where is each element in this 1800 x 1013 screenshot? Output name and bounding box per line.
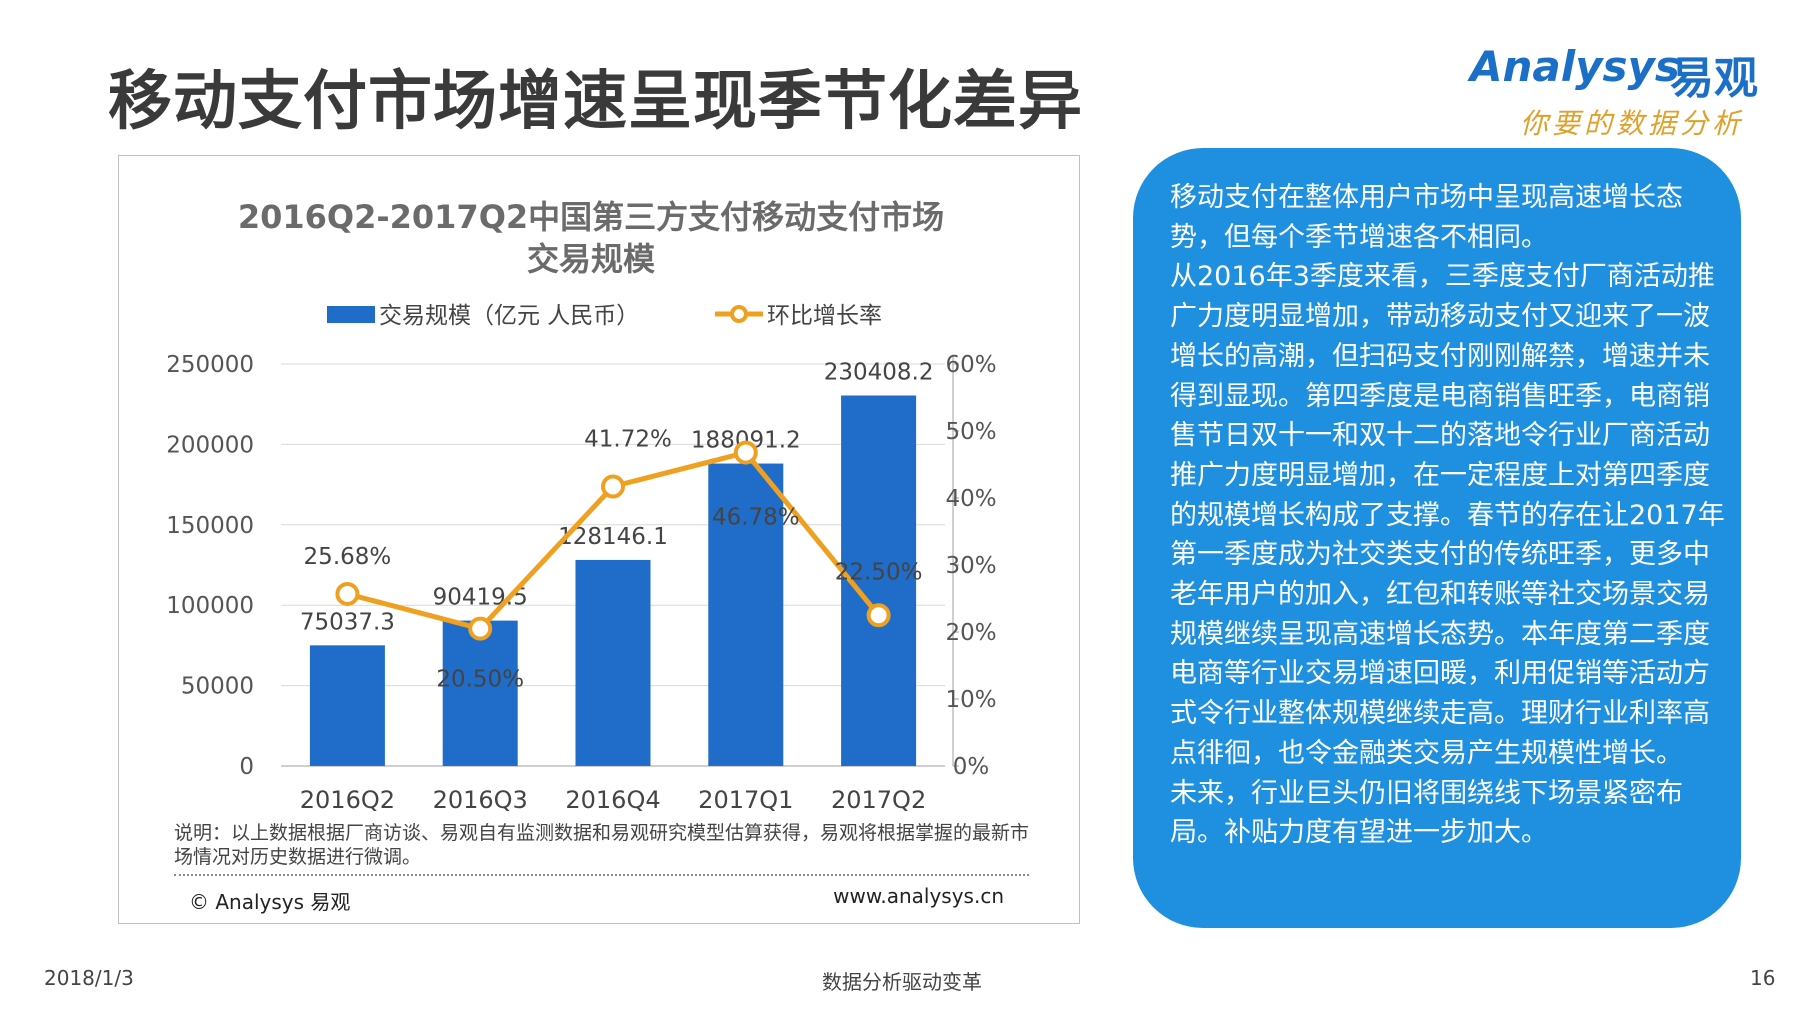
growth-point: [468, 616, 493, 641]
growth-value-label: 25.68%: [304, 544, 392, 570]
x-tick-label: 2017Q1: [698, 786, 793, 814]
bar-value-label: 90419.5: [433, 585, 528, 611]
footer-date: 2018/1/3: [44, 966, 134, 990]
growth-value-label: 22.50%: [835, 559, 923, 585]
growth-value-label: 20.50%: [436, 667, 524, 693]
summary-text: 移动支付在整体用户市场中呈现高速增长态势，但每个季节增速各不相同。 从2016年…: [1170, 182, 1725, 849]
x-tick-label: 2016Q3: [433, 786, 528, 814]
legend-bar-label: 交易规模（亿元 人民币）: [379, 303, 639, 329]
growth-value-label: 46.78%: [712, 505, 800, 531]
y2-tick-label: 60%: [945, 352, 996, 378]
bar: [575, 559, 651, 766]
y-tick-label: 50000: [181, 674, 254, 700]
y2-tick-label: 0%: [953, 754, 990, 780]
chart-note: 说明：以上数据根据厂商访谈、易观自有监测数据和易观研究模型估算获得，易观将根据掌…: [174, 822, 1030, 868]
chart-title-line1: 2016Q2-2017Q2中国第三方支付移动支付市场: [238, 198, 944, 236]
chart-frame: 2016Q2-2017Q2中国第三方支付移动支付市场 交易规模交易规模（亿元 人民…: [118, 155, 1080, 924]
logo-text-cn: 易观: [1670, 53, 1758, 104]
y2-tick-label: 10%: [945, 687, 996, 713]
y2-tick-label: 20%: [945, 620, 996, 646]
y-tick-label: 250000: [166, 352, 254, 378]
y2-tick-label: 40%: [945, 486, 996, 512]
growth-point: [866, 603, 891, 628]
y2-tick-label: 30%: [945, 553, 996, 579]
y2-tick-label: 50%: [945, 419, 996, 445]
legend-line-label: 环比增长率: [767, 303, 882, 329]
summary-panel: 移动支付在整体用户市场中呈现高速增长态势，但每个季节增速各不相同。 从2016年…: [1133, 148, 1741, 928]
y-tick-label: 200000: [166, 432, 254, 458]
website-text: www.analysys.cn: [833, 884, 1004, 908]
footer-center: 数据分析驱动变革: [822, 970, 982, 994]
growth-point: [733, 440, 758, 465]
logo-slogan: 你要的数据分析: [1520, 107, 1745, 140]
bar-value-label: 230408.2: [824, 360, 934, 386]
bar: [309, 645, 385, 766]
legend-line-marker: [730, 305, 748, 323]
page-title: 移动支付市场增速呈现季节化差异: [108, 65, 1083, 139]
chart-title-line2: 交易规模: [527, 240, 655, 278]
growth-point: [335, 581, 360, 606]
bar: [708, 463, 784, 766]
copyright-text: © Analysys 易观: [189, 890, 351, 914]
legend-bar-swatch: [327, 306, 375, 323]
x-tick-label: 2017Q2: [831, 786, 926, 814]
logo-text-en: Analysys: [1470, 42, 1680, 91]
growth-point: [601, 474, 625, 499]
y-tick-label: 150000: [166, 513, 254, 539]
divider: [174, 874, 1029, 876]
bar-value-label: 75037.3: [300, 609, 395, 635]
growth-value-label: 41.72%: [584, 426, 672, 452]
brand-logo: Analysys 易观 你要的数据分析: [1470, 42, 1780, 142]
y-tick-label: 100000: [166, 593, 254, 619]
bar: [442, 620, 518, 766]
y-tick-label: 0: [239, 754, 254, 780]
x-tick-label: 2016Q4: [565, 786, 660, 814]
x-tick-label: 2016Q2: [300, 786, 395, 814]
page-number: 16: [1750, 966, 1776, 990]
